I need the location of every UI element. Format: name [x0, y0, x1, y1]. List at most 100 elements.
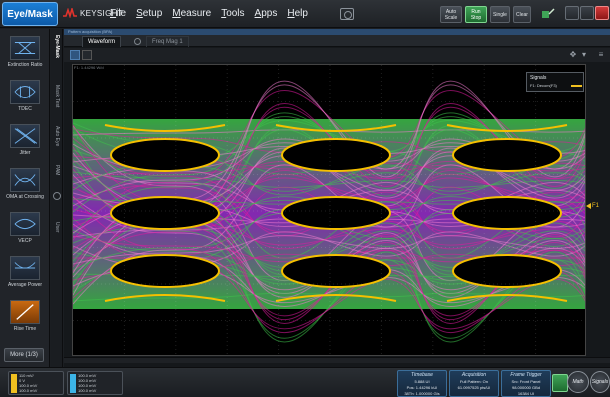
minimize-window-icon[interactable] — [565, 6, 579, 20]
sidebar-item-label: OMA at Crossing — [6, 194, 44, 200]
jitter-icon — [10, 124, 40, 148]
hamburger-menu-icon[interactable]: ≡ — [598, 50, 604, 59]
acquisition-title: Acquisition — [461, 372, 487, 378]
acquisition-line: 61.0997525 pts/UI — [457, 385, 491, 390]
connection-status-icon[interactable] — [541, 7, 555, 19]
vtab-user[interactable]: User — [54, 221, 60, 233]
eye-mask-mode-button[interactable]: Eye/Mask — [2, 2, 58, 26]
channel-2-box[interactable]: 100.0 mV/ 100.0 mV/ 100.0 mV/ 100.0 mV/ — [67, 371, 123, 395]
legend-entry: F1: Decom(F3) — [530, 83, 557, 88]
oma-crossing-icon — [10, 168, 40, 192]
menu-help[interactable]: Help — [287, 8, 308, 19]
channel-1-box[interactable]: 110 mV/ 0 V 100.0 mV/ 100.0 mV/ — [8, 371, 64, 395]
acquisition-line: Full Pattern: On — [459, 379, 488, 384]
more-measurements-button[interactable]: More (1/3) — [4, 348, 44, 362]
channel-marker-label: F1 — [592, 203, 600, 209]
menu-tools[interactable]: Tools — [221, 8, 245, 19]
run-stop-button[interactable]: Run Stop — [465, 6, 487, 23]
frame-trigger-title: Frame Trigger — [510, 372, 542, 378]
sidebar-item-vecp[interactable]: VECP — [2, 209, 48, 253]
keysight-wave-icon — [63, 8, 77, 18]
channel-2-line: 100.0 mV/ — [78, 388, 97, 393]
timebase-panel[interactable]: Timebase 5.888 UI Pos: 1.44296 kUI 38Th:… — [397, 370, 447, 397]
tab-waveform[interactable]: Waveform — [82, 36, 122, 47]
vtab-mark-icon[interactable] — [53, 192, 61, 200]
average-power-icon — [10, 256, 40, 280]
channel-2-line: 100.0 mV/ — [78, 378, 97, 383]
timebase-line: Pos: 1.44296 kUI — [406, 385, 438, 390]
channel-2-line: 100.0 mV/ — [78, 373, 97, 378]
frame-trigger-panel[interactable]: Frame Trigger Src: Front Panel 98.000000… — [501, 370, 551, 397]
auto-scale-button[interactable]: Auto Scale — [440, 6, 462, 23]
channel-2-swatch — [70, 374, 76, 393]
vtab-eye-mask[interactable]: Eye-Mask — [54, 35, 60, 59]
sidebar-item-label: Extinction Ratio — [7, 62, 43, 68]
frame-trigger-line: 16384 UI — [517, 391, 535, 396]
tdec-icon — [10, 80, 40, 104]
vertical-tab-strip: Eye-Mask Mask Test Auto Eye PAM User — [51, 29, 63, 367]
sidebar-item-extinction-ratio[interactable]: Extinction Ratio — [2, 33, 48, 77]
sidebar-item-label: TDEC — [18, 106, 32, 112]
top-menu-bar: Eye/Mask KEYSIGHT File Setup Measure Too… — [0, 0, 610, 28]
display-toolbar: ✥ ▾ ≡ — [64, 48, 610, 62]
menu-setup[interactable]: Setup — [136, 8, 163, 19]
screenshot-camera-icon[interactable] — [340, 8, 354, 20]
sidebar-item-oma-crossing[interactable]: OMA at Crossing — [2, 165, 48, 209]
channel-1-line: 100.0 mV/ — [19, 383, 38, 388]
horizontal-scrollbar[interactable] — [64, 357, 610, 363]
close-window-icon[interactable] — [595, 6, 609, 20]
split-view-icon[interactable] — [82, 50, 92, 60]
sidebar-item-jitter[interactable]: Jitter — [2, 121, 48, 165]
clear-button[interactable]: Clear — [513, 6, 531, 23]
lock-status-icon[interactable] — [552, 374, 568, 392]
sidebar-item-label: Jitter — [19, 150, 31, 156]
menu-file[interactable]: File — [110, 8, 127, 19]
channel-1-line: 110 mV/ — [19, 373, 34, 378]
signals-legend: Signals F1: Decom(F3) — [526, 72, 584, 92]
tab-freq-mag-1[interactable]: Freq Mag 1 — [146, 36, 189, 47]
display-tab-row: Waveform Freq Mag 1 — [64, 35, 610, 47]
pattern-acquisition-bar: Pattern acquisition (BPA) — [64, 29, 610, 35]
acquisition-panel[interactable]: Acquisition Full Pattern: On 61.0997525 … — [449, 370, 499, 397]
timebase-line: 5.888 UI — [414, 379, 430, 384]
eye-diagram-plot — [73, 65, 585, 355]
legend-title: Signals — [530, 75, 547, 81]
keysight-logo: KEYSIGHT — [63, 8, 123, 18]
channel-2-line: 100.0 mV/ — [78, 383, 97, 388]
single-button[interactable]: Single — [490, 6, 510, 23]
maximize-window-icon[interactable] — [580, 6, 594, 20]
rise-time-icon — [10, 300, 40, 324]
vtab-mask-test[interactable]: Mask Test — [54, 84, 60, 108]
menu-measure[interactable]: Measure — [172, 8, 212, 19]
menu-bar: File Setup Measure Tools Apps Help — [110, 8, 308, 19]
waveform-display[interactable] — [72, 64, 586, 356]
legend-color-swatch — [571, 85, 582, 87]
signals-button[interactable]: Signals — [590, 371, 610, 393]
vecp-icon — [10, 212, 40, 236]
pan-move-icon[interactable]: ✥ — [569, 50, 577, 59]
sidebar-item-label: Rise Time — [13, 326, 37, 332]
channel-marker-icon[interactable] — [586, 203, 591, 209]
sidebar-item-label: VECP — [18, 238, 32, 244]
channel-1-line: 100.0 mV/ — [19, 388, 38, 393]
channel-1-swatch — [11, 374, 17, 393]
chevron-down-icon[interactable]: ▾ — [581, 50, 586, 59]
sidebar-item-rise-time[interactable]: Rise Time — [2, 297, 48, 341]
math-button[interactable]: Math — [567, 371, 589, 393]
eye-openings — [104, 124, 568, 302]
frame-trigger-line: Src: Front Panel — [511, 379, 541, 384]
extinction-ratio-icon — [10, 36, 40, 60]
measurement-sidebar: Extinction Ratio TDEC Jitter OMA at Cros… — [0, 29, 50, 367]
menu-apps[interactable]: Apps — [254, 8, 278, 19]
vtab-auto-eye[interactable]: Auto Eye — [54, 125, 60, 147]
status-bar: 110 mV/ 0 V 100.0 mV/ 100.0 mV/ 100.0 mV… — [0, 367, 610, 397]
sidebar-item-tdec[interactable]: TDEC — [2, 77, 48, 121]
vtab-pam[interactable]: PAM — [54, 164, 60, 176]
frame-trigger-line: 98.000000 GBd — [511, 385, 541, 390]
logo-text: KEYSIGHT — [80, 8, 123, 18]
waveform-meta-label: F1: 1.44296 W/d — [74, 65, 104, 70]
sidebar-item-average-power[interactable]: Average Power — [2, 253, 48, 297]
single-view-icon[interactable] — [70, 50, 80, 60]
sidebar-item-label: Average Power — [7, 282, 43, 288]
tab-scroll-arrow-icon[interactable] — [134, 38, 141, 45]
